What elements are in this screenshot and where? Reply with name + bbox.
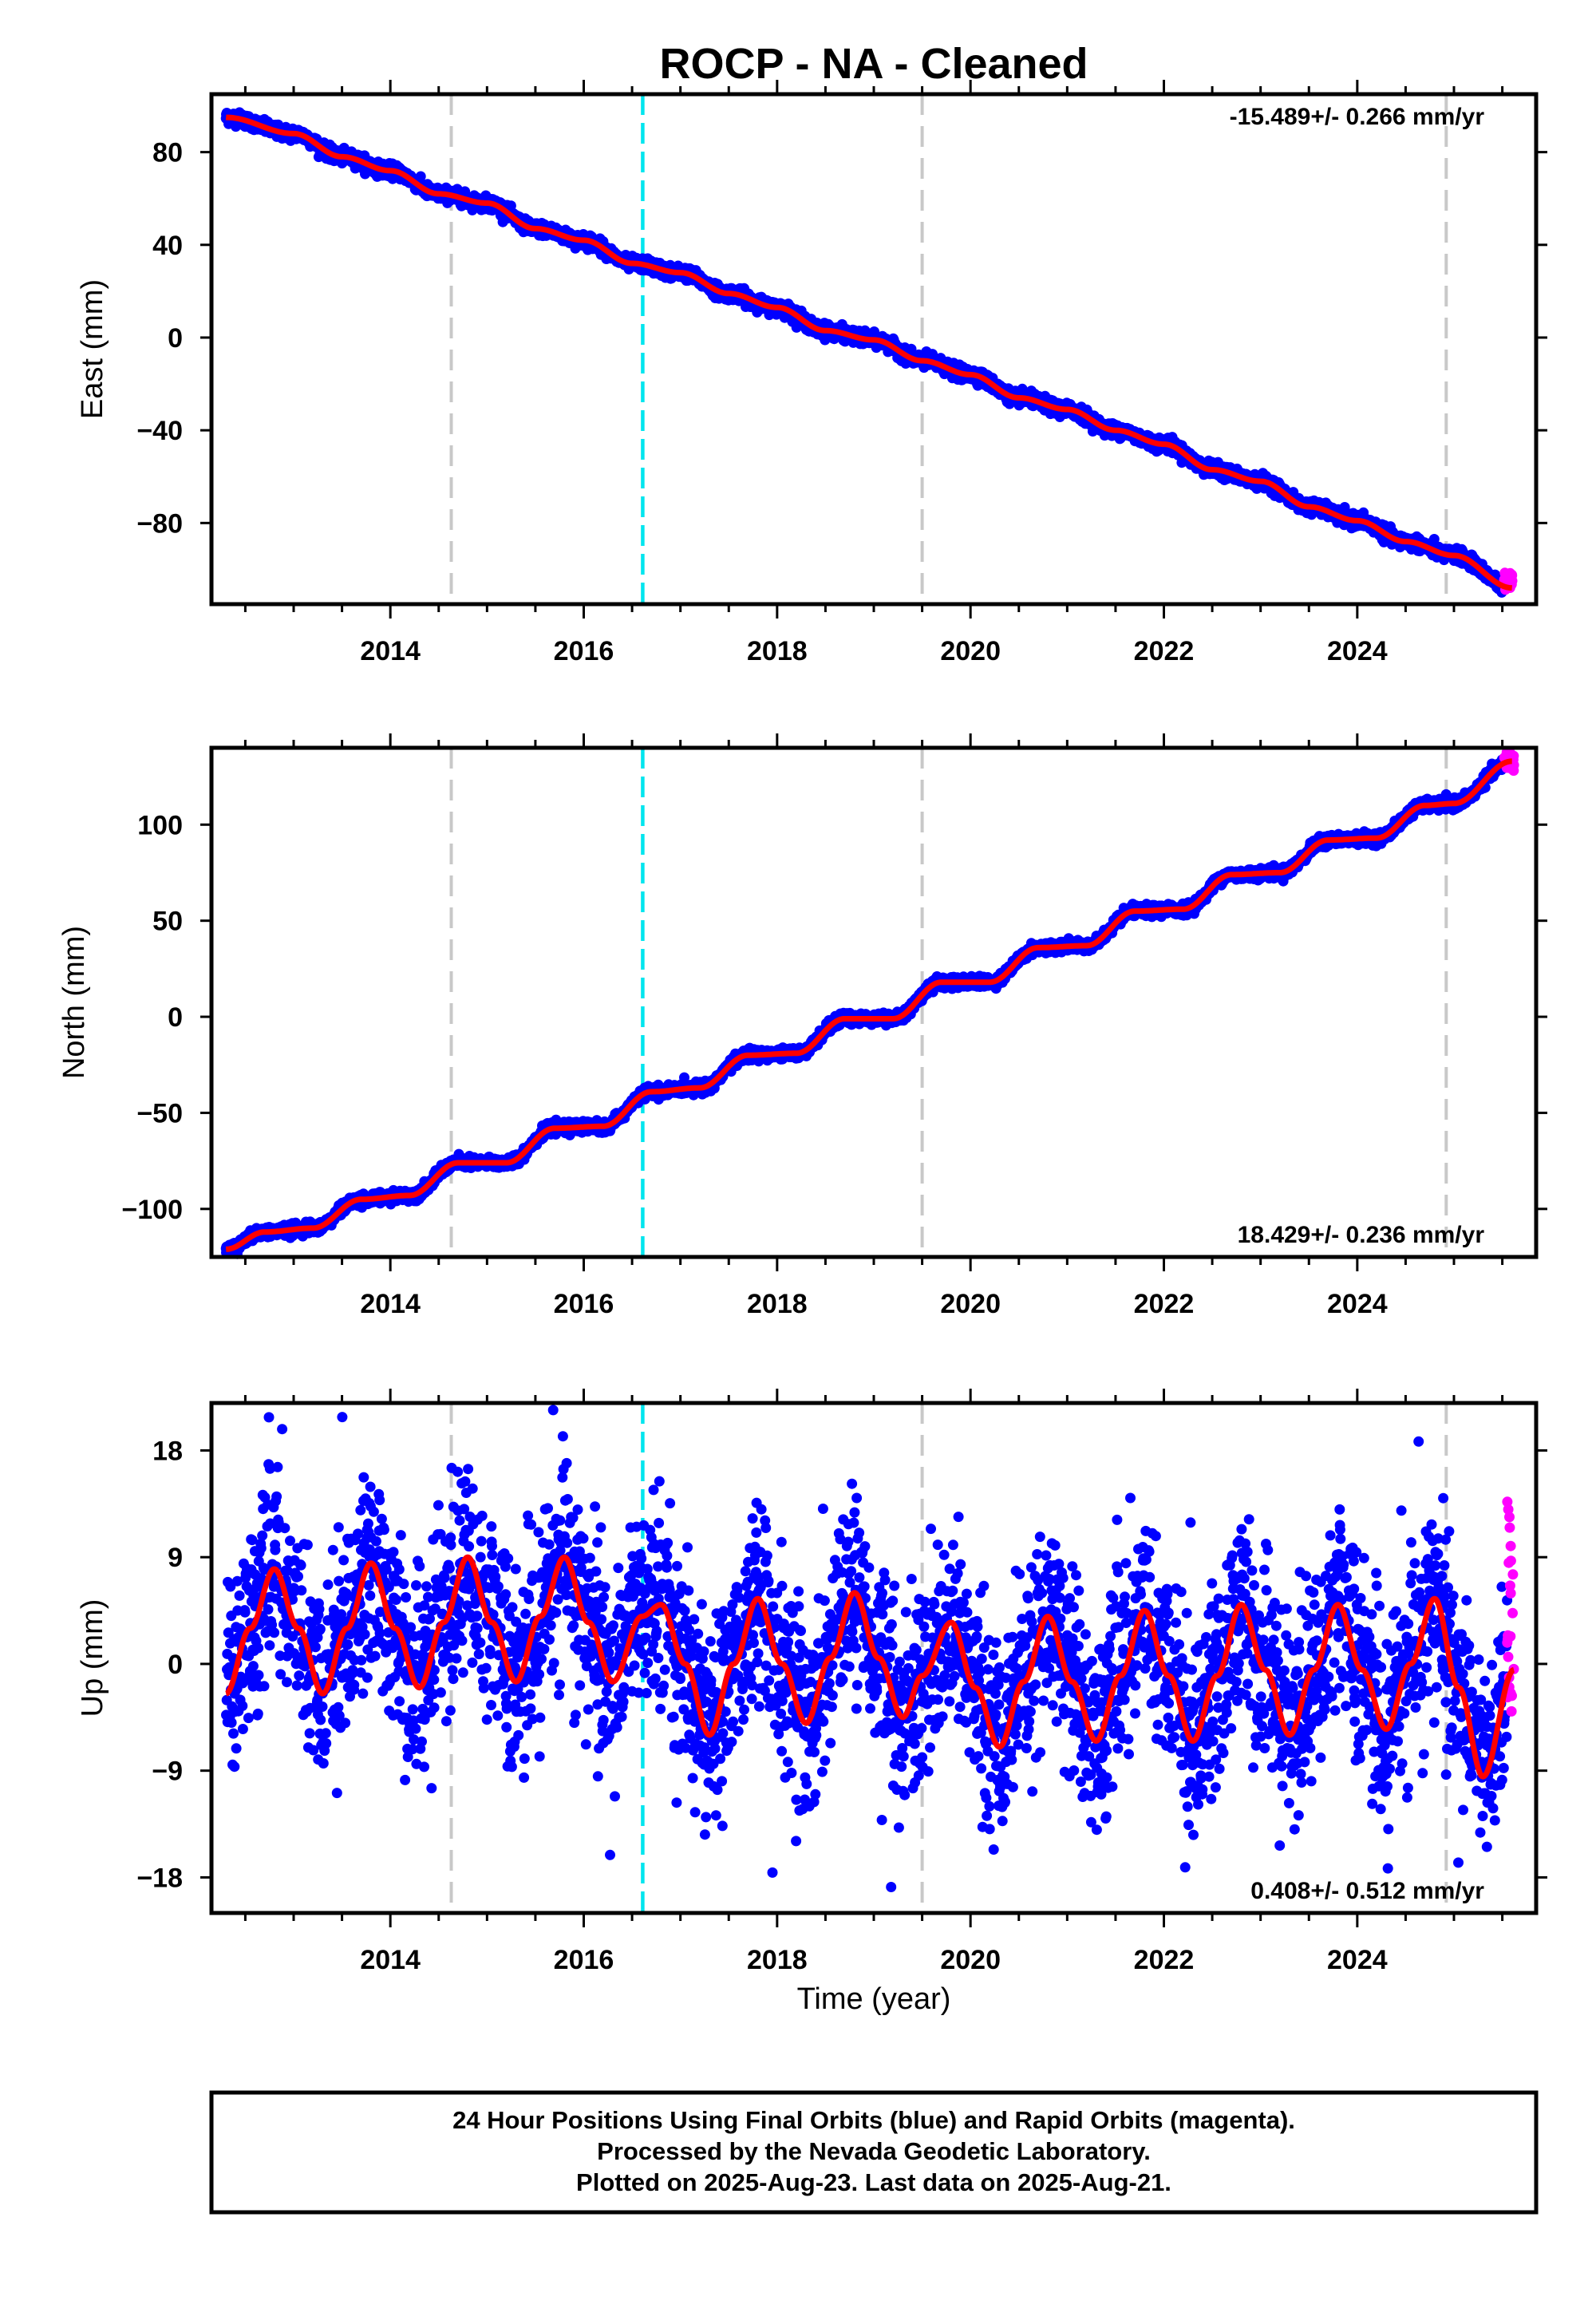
y-tick-label: −80 [136,508,183,539]
x-tick-label: 2022 [1134,636,1195,666]
velocity-rate-label: -15.489+/- 0.266 mm/yr [1230,104,1485,130]
east-panel: 80 40 0 −40 −80 2014 2016 2018 2020 2022 2024 East … [76,80,1547,666]
figure-title: ROCP - NA - Cleaned [659,40,1088,88]
x-tick-label: 2020 [940,636,1001,666]
y-axis-title: East (mm) [76,279,109,419]
y-tick-label: −40 [136,416,183,446]
y-tick-label: 40 [152,231,183,261]
plot-area [211,748,1536,1257]
x-tick-label: 2014 [360,636,421,666]
x-tick-label: 2016 [554,636,614,666]
y-tick-label: 0 [168,323,183,354]
y-tick-label: 80 [152,138,183,168]
x-tick-label: 2024 [1327,636,1388,666]
x-tick-label: 2018 [747,636,808,666]
